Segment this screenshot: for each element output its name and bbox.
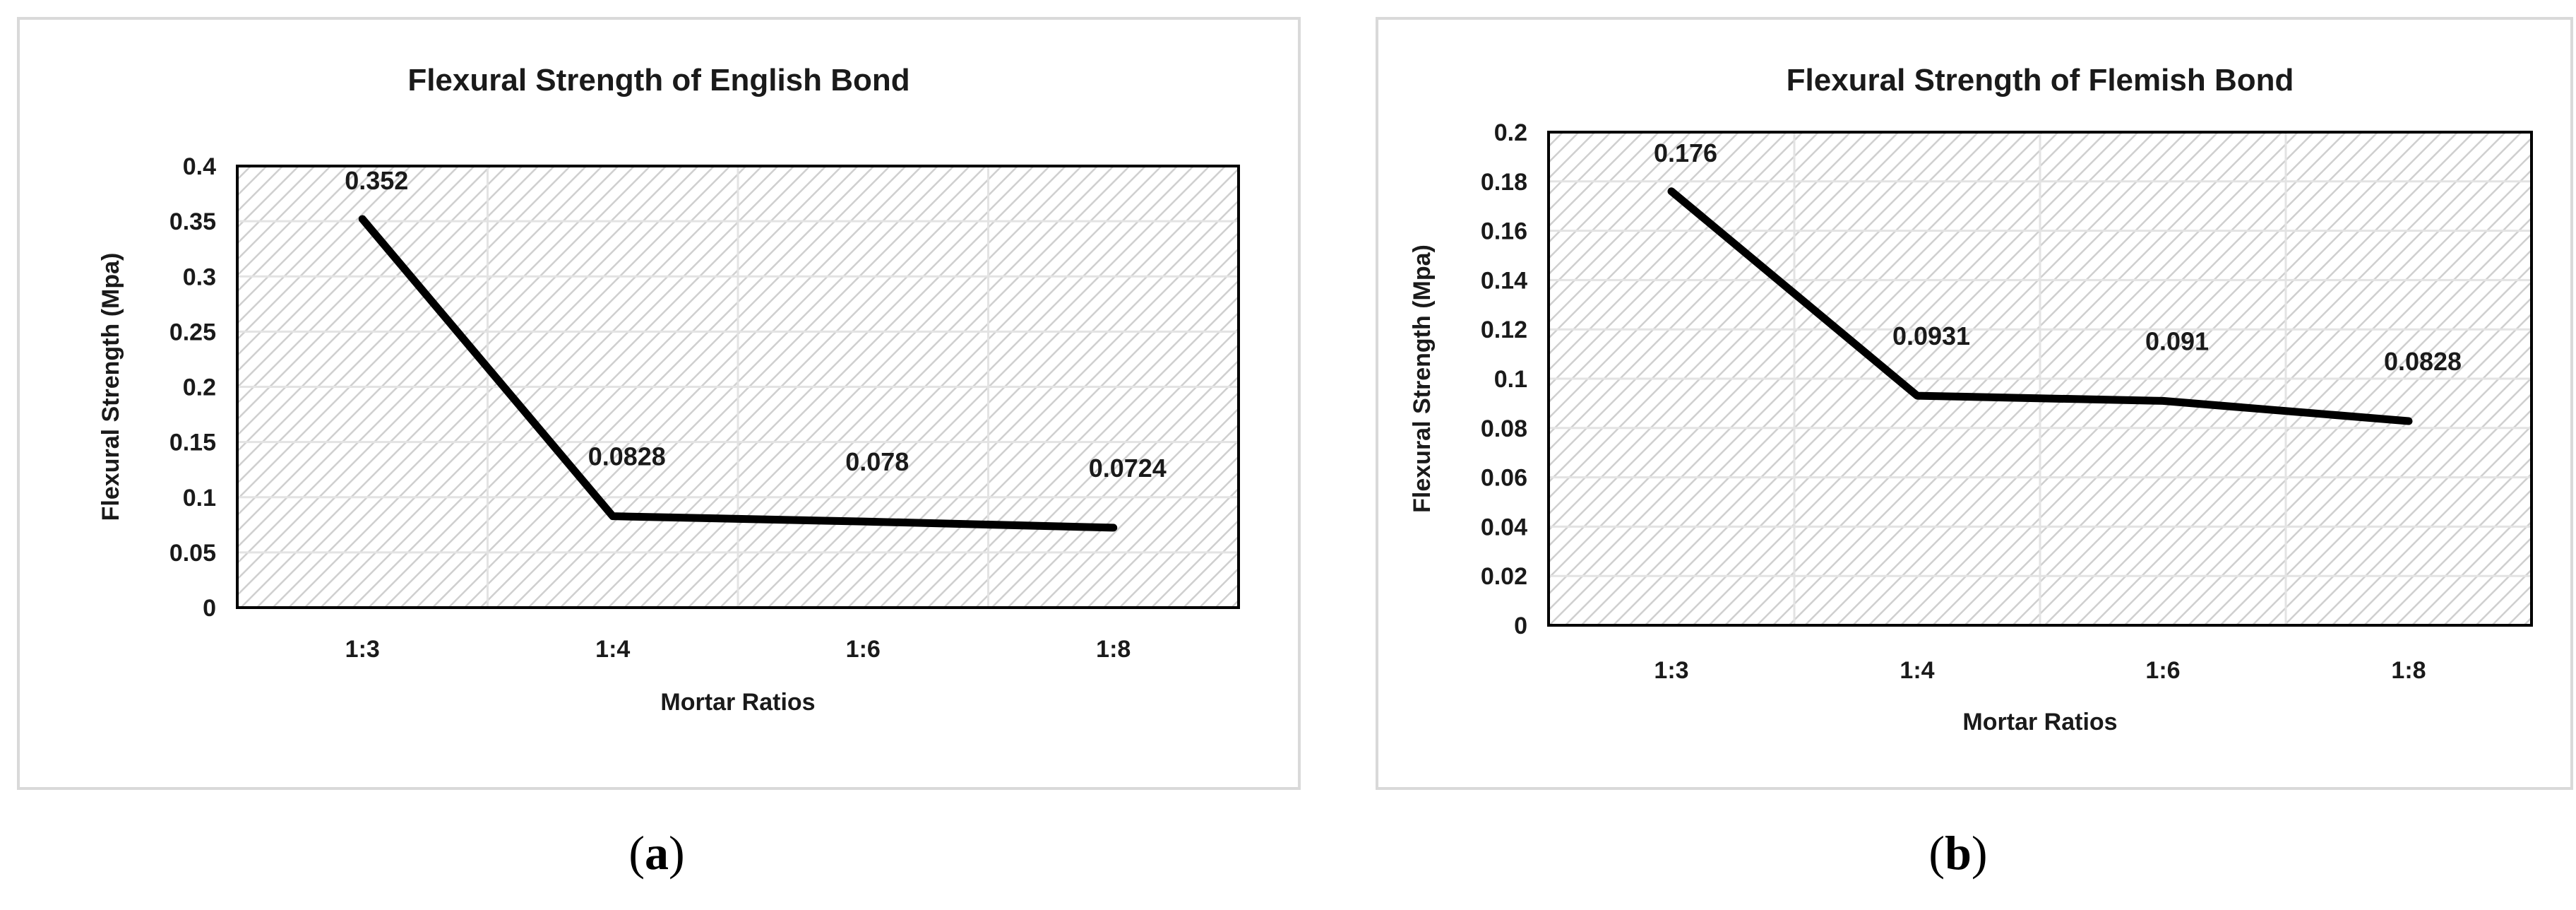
caption-a-letter: a — [645, 826, 669, 880]
y-tick-label: 0.04 — [1481, 514, 1527, 540]
y-tick-label: 0 — [1514, 613, 1527, 639]
x-tick-label: 1:8 — [2391, 657, 2426, 684]
y-tick-label: 0.06 — [1481, 465, 1527, 492]
y-axis-label: Flexural Strength (Mpa) — [1409, 244, 1436, 513]
y-tick-label: 0.16 — [1481, 218, 1527, 245]
y-tick-label: 0.14 — [1481, 267, 1527, 294]
data-point — [861, 519, 866, 524]
y-tick-label: 0.4 — [183, 153, 216, 180]
caption-b: (b) — [1928, 826, 1988, 880]
data-label: 0.0828 — [588, 442, 666, 471]
x-tick-label: 1:3 — [1654, 657, 1688, 684]
y-tick-label: 0.3 — [183, 264, 216, 290]
y-tick-label: 0.15 — [169, 430, 216, 456]
y-tick-label: 0.35 — [169, 208, 216, 235]
y-tick-label: 0 — [203, 595, 216, 622]
x-tick-label: 1:6 — [2145, 657, 2180, 684]
x-tick-label: 1:3 — [345, 636, 380, 663]
x-tick-label: 1:4 — [595, 636, 630, 663]
caption-b-letter: b — [1945, 826, 1972, 880]
y-tick-label: 0.2 — [1494, 119, 1527, 146]
x-tick-label: 1:6 — [846, 636, 881, 663]
y-tick-label: 0.1 — [183, 485, 216, 512]
data-point — [610, 514, 615, 519]
series-line — [358, 215, 1118, 532]
chart-flemish-bond: 0 0.02 0.04 0.06 0.08 0.1 0.12 0.14 0.16 0.18 0.2 1… — [1409, 63, 2533, 735]
y-axis-label: Flexural Strength (Mpa) — [97, 253, 124, 521]
series-line — [1667, 187, 2413, 425]
data-point — [360, 217, 365, 221]
chart-english-bond: 0 0.05 0.1 0.15 0.2 0.25 0.3 0.35 0.4 1:3 1:4 1:6 1:… — [97, 63, 1240, 716]
y-tick-label: 0.05 — [169, 540, 216, 567]
data-label: 0.0724 — [1089, 454, 1167, 483]
data-point — [1915, 394, 1919, 398]
plot-border — [236, 165, 1240, 609]
data-label: 0.176 — [1654, 138, 1717, 167]
data-label: 0.352 — [345, 166, 408, 195]
chart-title: Flexural Strength of English Bond — [407, 63, 910, 98]
data-point — [1669, 189, 1674, 194]
y-tick-label: 0.25 — [169, 319, 216, 345]
data-point — [1111, 525, 1116, 530]
chart-title: Flexural Strength of Flemish Bond — [1787, 63, 2294, 98]
data-label: 0.078 — [845, 447, 909, 476]
data-label: 0.091 — [2145, 326, 2209, 355]
data-point — [2161, 398, 2165, 403]
x-axis-label: Mortar Ratios — [1962, 709, 2117, 735]
x-axis-label: Mortar Ratios — [660, 689, 815, 716]
plot-border — [1547, 131, 2533, 627]
y-tick-label: 0.12 — [1481, 317, 1527, 343]
y-tick-label: 0.18 — [1481, 169, 1527, 196]
x-tick-label: 1:8 — [1096, 636, 1131, 663]
y-tick-label: 0.02 — [1481, 563, 1527, 590]
caption-a: (a) — [628, 826, 685, 880]
y-tick-label: 0.2 — [183, 374, 216, 401]
data-label: 0.0828 — [2384, 347, 2462, 376]
x-tick-label: 1:4 — [1900, 657, 1934, 684]
y-tick-label: 0.1 — [1494, 366, 1527, 393]
data-point — [2407, 419, 2411, 424]
data-label: 0.0931 — [1892, 321, 1970, 350]
y-tick-label: 0.08 — [1481, 415, 1527, 442]
